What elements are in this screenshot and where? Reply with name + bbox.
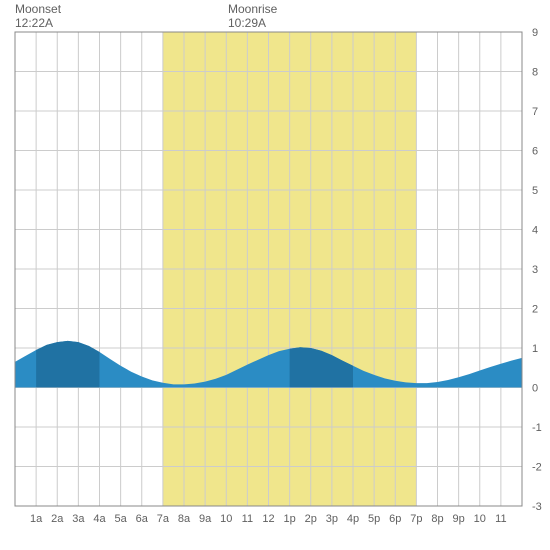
- moonrise-annotation: Moonrise 10:29A: [228, 2, 277, 30]
- y-tick-label: 5: [532, 185, 538, 197]
- x-tick-label: 5a: [115, 513, 128, 525]
- y-tick-label: 1: [532, 343, 538, 355]
- x-tick-label: 11: [242, 513, 253, 525]
- y-tick-label: 6: [532, 146, 538, 158]
- x-tick-label: 9a: [199, 513, 212, 525]
- y-tick-label: 9: [532, 27, 538, 39]
- x-tick-label: 5p: [368, 513, 380, 525]
- chart-svg: 1a2a3a4a5a6a7a8a9a1011121p2p3p4p5p6p7p8p…: [0, 0, 550, 550]
- tide-chart: Moonset 12:22A Moonrise 10:29A 1a 2a 3a 4a 5…: [0, 0, 550, 550]
- x-tick-label: 2p: [305, 513, 317, 525]
- x-tick-label: 4a: [93, 513, 106, 525]
- moonset-label: Moonset: [15, 2, 61, 16]
- y-tick-label: -1: [532, 422, 542, 434]
- moonrise-label: Moonrise: [228, 2, 277, 16]
- x-tick-label: 7a: [157, 513, 170, 525]
- y-tick-label: 7: [532, 106, 538, 118]
- y-tick-label: -2: [532, 462, 542, 474]
- moonrise-time: 10:29A: [228, 16, 277, 30]
- x-tick-label: 4p: [347, 513, 359, 525]
- x-tick-label: 10: [474, 513, 486, 525]
- x-tick-label: 1a: [30, 513, 43, 525]
- y-tick-label: 8: [532, 67, 538, 79]
- x-tick-label: 12: [262, 513, 274, 525]
- x-tick-label: 6a: [136, 513, 149, 525]
- moonset-time: 12:22A: [15, 16, 61, 30]
- x-tick-label: 2a: [51, 513, 64, 525]
- x-tick-label: 8p: [431, 513, 443, 525]
- x-tick-label: 6p: [389, 513, 401, 525]
- x-tick-label: 3p: [326, 513, 338, 525]
- y-tick-label: 0: [532, 383, 538, 395]
- y-tick-label: 4: [532, 225, 538, 237]
- x-tick-label: 9p: [453, 513, 465, 525]
- y-tick-label: 2: [532, 304, 538, 316]
- x-tick-label: 7p: [410, 513, 422, 525]
- x-tick-label: 10: [220, 513, 232, 525]
- moonset-annotation: Moonset 12:22A: [15, 2, 61, 30]
- y-tick-label: -3: [532, 501, 542, 513]
- x-tick-label: 11: [495, 513, 506, 525]
- x-tick-label: 3a: [72, 513, 85, 525]
- y-tick-label: 3: [532, 264, 538, 276]
- x-tick-label: 1p: [284, 513, 296, 525]
- tide-area-dark: [36, 341, 99, 388]
- x-tick-label: 8a: [178, 513, 191, 525]
